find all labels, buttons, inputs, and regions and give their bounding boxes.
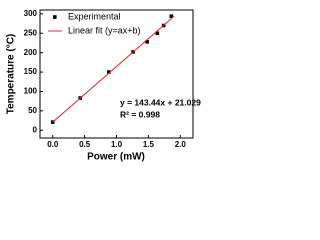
x-tick-label: 1.0 <box>111 140 123 149</box>
y-tick-label: 100 <box>24 87 38 96</box>
fit-line <box>52 15 175 123</box>
legend-label: Experimental <box>68 11 121 21</box>
data-point <box>169 14 174 19</box>
data-point <box>155 31 160 36</box>
y-tick-label: 50 <box>28 106 37 115</box>
x-axis-label: Power (mW) <box>87 152 145 163</box>
data-point <box>50 120 55 124</box>
x-tick-label: 0.5 <box>79 140 91 149</box>
data-point <box>107 70 111 74</box>
y-tick-label: 150 <box>24 67 38 76</box>
y-tick-label: 200 <box>24 48 38 57</box>
r-squared: R² = 0.998 <box>120 109 160 119</box>
data-point <box>145 40 149 44</box>
legend-swatch <box>53 15 57 19</box>
x-tick-label: 1.5 <box>143 140 155 149</box>
y-tick-label: 250 <box>24 28 38 37</box>
fit-equation: y = 143.44x + 21.029 <box>120 97 201 107</box>
x-tick-label: 0.0 <box>47 140 59 149</box>
x-tick-label: 2.0 <box>175 140 187 149</box>
y-tick-label: 300 <box>24 9 38 18</box>
legend-label: Linear fit (y=ax+b) <box>68 25 141 35</box>
y-axis-label: Temperature (°C) <box>6 34 17 115</box>
y-tick-label: 0 <box>33 125 38 134</box>
chart: Power (mW) Temperature (°C) y = 143.44x … <box>6 9 201 163</box>
